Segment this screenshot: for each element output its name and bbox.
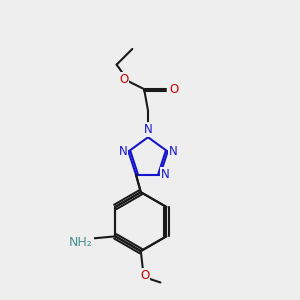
Text: N: N [161, 168, 170, 181]
Text: N: N [144, 123, 152, 136]
Text: NH₂: NH₂ [69, 236, 93, 249]
Text: N: N [169, 145, 177, 158]
Text: N: N [119, 145, 128, 158]
Text: O: O [140, 269, 149, 282]
Text: O: O [169, 82, 178, 96]
Text: O: O [119, 73, 128, 86]
